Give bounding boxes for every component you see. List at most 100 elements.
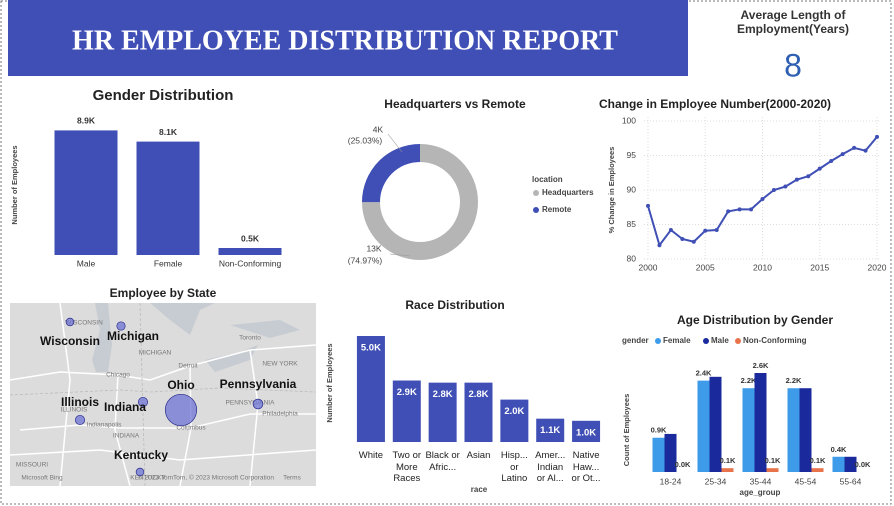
line-point <box>829 159 834 164</box>
legend-swatch <box>703 338 709 344</box>
lake <box>150 303 300 372</box>
bar <box>392 380 421 442</box>
y-axis-label: Number of Employees <box>10 145 19 224</box>
bar <box>742 388 755 472</box>
bar <box>787 388 800 472</box>
data-label: 2.9K <box>397 387 417 398</box>
report-title: HR EMPLOYEE DISTRIBUTION REPORT <box>72 25 618 56</box>
bar <box>536 418 565 442</box>
state-bubble <box>65 317 75 327</box>
y-tick-label: 100 <box>622 115 636 125</box>
line-point <box>794 177 799 182</box>
basemap-label: Indianapolis <box>87 422 122 429</box>
bar <box>766 468 779 472</box>
basemap-label: MICHIGAN <box>139 350 172 357</box>
chart-title: Age Distribution by Gender <box>677 313 833 327</box>
donut-slice <box>362 144 478 260</box>
basemap-label: © 2023 TomTom, © 2023 Microsoft Corporat… <box>138 474 274 482</box>
bar <box>832 456 845 472</box>
chart-title: Employee by State <box>110 286 217 300</box>
basemap-label: WISCONSIN <box>65 320 103 327</box>
line-point <box>714 228 719 233</box>
slice-count-label: 13K <box>366 243 381 253</box>
bar <box>664 433 677 472</box>
y-tick-label: 80 <box>627 253 637 263</box>
bar <box>356 336 385 442</box>
basemap-label: ILLINOIS <box>61 407 88 414</box>
x-tick-label: 2010 <box>753 262 772 272</box>
basemap-label: INDIANA <box>113 433 140 440</box>
legend-swatch <box>533 190 539 196</box>
bar <box>721 468 734 472</box>
data-label: 2.4K <box>696 369 712 378</box>
bar <box>799 388 812 472</box>
line-point <box>646 203 650 208</box>
y-axis-label: Number of Employees <box>325 343 334 422</box>
x-tick-label: 55-64 <box>840 476 862 486</box>
chart-title: Headquarters vs Remote <box>384 97 526 111</box>
label-leader <box>387 133 403 153</box>
x-tick-label: 2005 <box>696 262 715 272</box>
state-bubble <box>74 414 86 426</box>
bar <box>218 248 282 255</box>
y-axis-label: Count of Employees <box>622 394 631 467</box>
state-bubble <box>116 321 126 331</box>
data-label: 0.9K <box>651 426 667 435</box>
state-bubble <box>252 398 264 410</box>
x-tick-label-box: Amer... Indian or Al... <box>535 450 566 484</box>
line-point <box>680 236 685 241</box>
data-label: 8.9K <box>77 116 96 126</box>
data-label: 0.1K <box>810 456 826 465</box>
data-label: 1.1K <box>540 425 560 436</box>
x-tick-label: Native Haw... or Ot... <box>571 450 601 484</box>
map-base <box>9 302 317 487</box>
data-label: 1.0K <box>576 427 596 438</box>
line-point <box>771 188 776 192</box>
x-tick-label-box: Native Haw... or Ot... <box>571 450 601 484</box>
line-point <box>852 145 857 150</box>
line-point <box>863 148 868 153</box>
x-axis-label: age_group <box>740 488 781 497</box>
data-label: 5.0K <box>361 343 381 354</box>
x-tick-label: Male <box>77 258 96 268</box>
x-tick-label: 2020 <box>868 262 887 272</box>
x-tick-label: 2015 <box>810 262 829 272</box>
data-label: 2.8K <box>468 389 488 400</box>
line-point <box>737 207 742 212</box>
x-tick-label-box: White <box>359 450 383 461</box>
legend-label: Male <box>711 336 729 345</box>
chart-title: Race Distribution <box>405 298 504 312</box>
data-label: 2.2K <box>741 376 757 385</box>
x-tick-label: 45-54 <box>795 476 817 486</box>
x-tick-label: Black or Afric... <box>425 450 460 473</box>
x-tick-label-box: Asian <box>466 450 491 461</box>
basemap-label: Terms <box>283 475 301 482</box>
kpi-label: Average Length of Employment(Years) <box>736 8 850 36</box>
basemap-label: Microsoft Bing <box>21 475 63 482</box>
x-axis-label: race <box>471 485 488 494</box>
slice-count-label: 4K <box>373 124 384 134</box>
state-bubble <box>137 396 149 408</box>
y-tick-label: 90 <box>627 184 637 194</box>
basemap-label: Philadelphia <box>262 411 298 418</box>
x-tick-label: Asian <box>466 450 491 461</box>
state-label: Pennsylvania <box>220 377 297 391</box>
line-point <box>703 228 708 233</box>
bar <box>500 399 529 442</box>
state-label: Kentucky <box>114 448 168 462</box>
line-point <box>668 228 673 233</box>
bar <box>572 420 601 442</box>
lake <box>92 303 112 372</box>
state-label: Ohio <box>167 378 194 392</box>
bar <box>464 382 493 442</box>
basemap-label: Detroit <box>178 363 197 370</box>
x-tick-label: Amer... Indian or Al... <box>535 450 566 484</box>
line-point <box>840 152 845 157</box>
data-label: 2.0K <box>504 406 524 417</box>
bar <box>754 373 767 472</box>
legend-label: Non-Conforming <box>743 336 807 345</box>
line-point <box>875 134 879 139</box>
chart-title: Change in Employee Number(2000-2020) <box>599 97 831 111</box>
legend-swatch <box>533 207 539 213</box>
x-tick-label-box: Hisp... or Latino <box>501 450 528 484</box>
